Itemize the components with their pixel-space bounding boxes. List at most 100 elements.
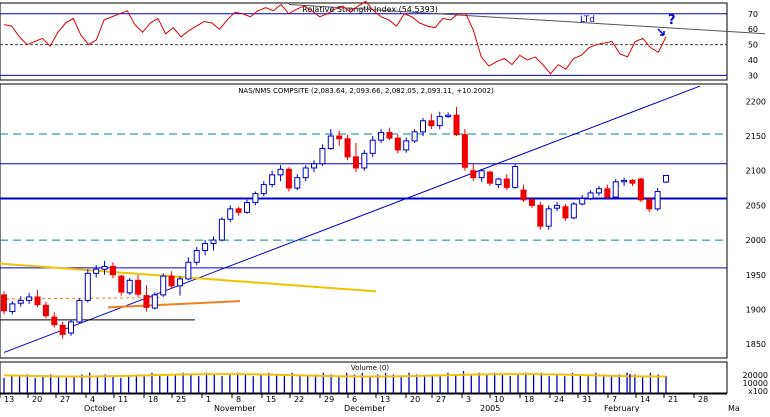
rsi-tick-label: 50: [748, 41, 758, 50]
candle-body: [243, 202, 251, 213]
candle-body: [378, 132, 385, 141]
candle-body: [51, 316, 58, 326]
x-day-label: 25: [176, 395, 186, 404]
x-day-label: 6: [352, 395, 357, 404]
candle-body: [621, 179, 628, 183]
volume-panel: Volume (0) 20000 10000 x100: [0, 361, 768, 396]
candle-body: [126, 279, 133, 294]
rsi-tick-label: 40: [748, 56, 758, 65]
candle-body: [59, 324, 66, 335]
candle-body: [176, 278, 183, 287]
candle-body: [277, 168, 284, 176]
candle-body: [218, 218, 225, 241]
candle-body: [193, 249, 200, 263]
candle-body: [319, 148, 326, 165]
candle-body: [637, 178, 644, 201]
x-day-label: 31: [582, 395, 592, 404]
x-day-label: 1: [206, 395, 211, 404]
price-tick-label: 1900: [746, 305, 766, 314]
candle-body: [302, 167, 309, 179]
candle-body: [352, 156, 359, 169]
candle-body: [17, 299, 24, 304]
candle-body: [587, 192, 594, 199]
candle-body: [118, 275, 125, 293]
candle-body: [461, 134, 468, 168]
candle-body: [76, 299, 83, 323]
candle-body: [579, 197, 586, 205]
x-month-label: December: [344, 404, 386, 412]
candle-body: [570, 203, 577, 219]
candle-body: [143, 295, 150, 308]
x-day-label: 14: [640, 395, 650, 404]
candle-body: [487, 171, 494, 184]
orange-trend-line: [107, 300, 241, 309]
candle-body: [160, 275, 167, 296]
volume-title: Volume (0): [351, 364, 389, 372]
candle-body: [101, 265, 108, 270]
volume-tick-20000: 20000: [743, 371, 768, 380]
x-month-label: February: [604, 404, 640, 412]
price-panel: NAS/NMS COMPSITE (2,083.64, 2,093.66, 2,…: [0, 83, 766, 359]
x-month-label: November: [214, 404, 256, 412]
price-tick-label: 2150: [746, 132, 766, 141]
candle-body: [612, 181, 619, 198]
candle-body: [562, 206, 569, 219]
candle-body: [595, 188, 602, 194]
price-title: NAS/NMS COMPSITE (2,083.64, 2,093.66, 2,…: [238, 87, 494, 95]
volume-tick-10000: 10000: [743, 379, 768, 388]
candle-body: [260, 184, 267, 195]
candle-body: [386, 132, 393, 139]
price-tick-label: 1950: [746, 271, 766, 280]
candle-body: [9, 303, 16, 313]
candle-body: [528, 199, 535, 206]
x-day-label: 4: [90, 395, 95, 404]
candle-body: [26, 296, 33, 301]
rsi-question-annotation: ?: [668, 13, 676, 28]
candle-body: [285, 168, 292, 189]
x-day-label: 20: [32, 395, 42, 404]
x-day-label: 3: [466, 395, 471, 404]
candle-body: [252, 193, 259, 204]
rsi-trendline: [288, 4, 766, 35]
rsi-ltd-annotation: LTd: [580, 15, 595, 25]
rsi-series-line: [3, 0, 667, 75]
price-tick-label: 1850: [746, 340, 766, 349]
volume-average-line: [3, 373, 667, 378]
volume-tick-x100: x100: [748, 387, 768, 396]
x-day-label: 24: [554, 395, 564, 404]
x-day-label: 28: [698, 395, 708, 404]
candle-body: [68, 321, 75, 334]
x-day-label: 21: [668, 395, 678, 404]
x-day-label: 27: [60, 395, 70, 404]
candle-body: [545, 208, 552, 227]
candle-body: [428, 120, 435, 127]
x-day-label: 20: [410, 395, 420, 404]
x-day-label: 8: [236, 395, 241, 404]
price-tick-label: 2200: [746, 97, 766, 106]
price-tick-label: 2050: [746, 201, 766, 210]
x-month-label: 2005: [480, 404, 500, 412]
candle-body: [327, 135, 334, 150]
candle-body: [185, 261, 192, 280]
rsi-panel: Relative Strength Index (54.5393) LTd ? …: [0, 0, 766, 81]
candle-body: [42, 304, 49, 317]
price-frame: [0, 83, 728, 359]
price-tick-label: 2000: [746, 236, 766, 245]
candle-body: [361, 152, 368, 169]
candle-body: [453, 114, 460, 136]
candle-body: [269, 174, 276, 186]
candle-body: [93, 268, 100, 274]
candle-body: [202, 243, 209, 251]
x-day-label: 27: [436, 395, 446, 404]
candle-body: [369, 139, 376, 154]
candle-body: [411, 131, 418, 142]
candle-body: [210, 239, 217, 245]
x-day-label: 15: [266, 395, 276, 404]
candle-body: [227, 208, 234, 220]
candle-body: [554, 204, 561, 209]
candle-body: [294, 177, 301, 189]
candle-body: [445, 114, 452, 118]
rsi-tick-label: 30: [748, 71, 758, 80]
